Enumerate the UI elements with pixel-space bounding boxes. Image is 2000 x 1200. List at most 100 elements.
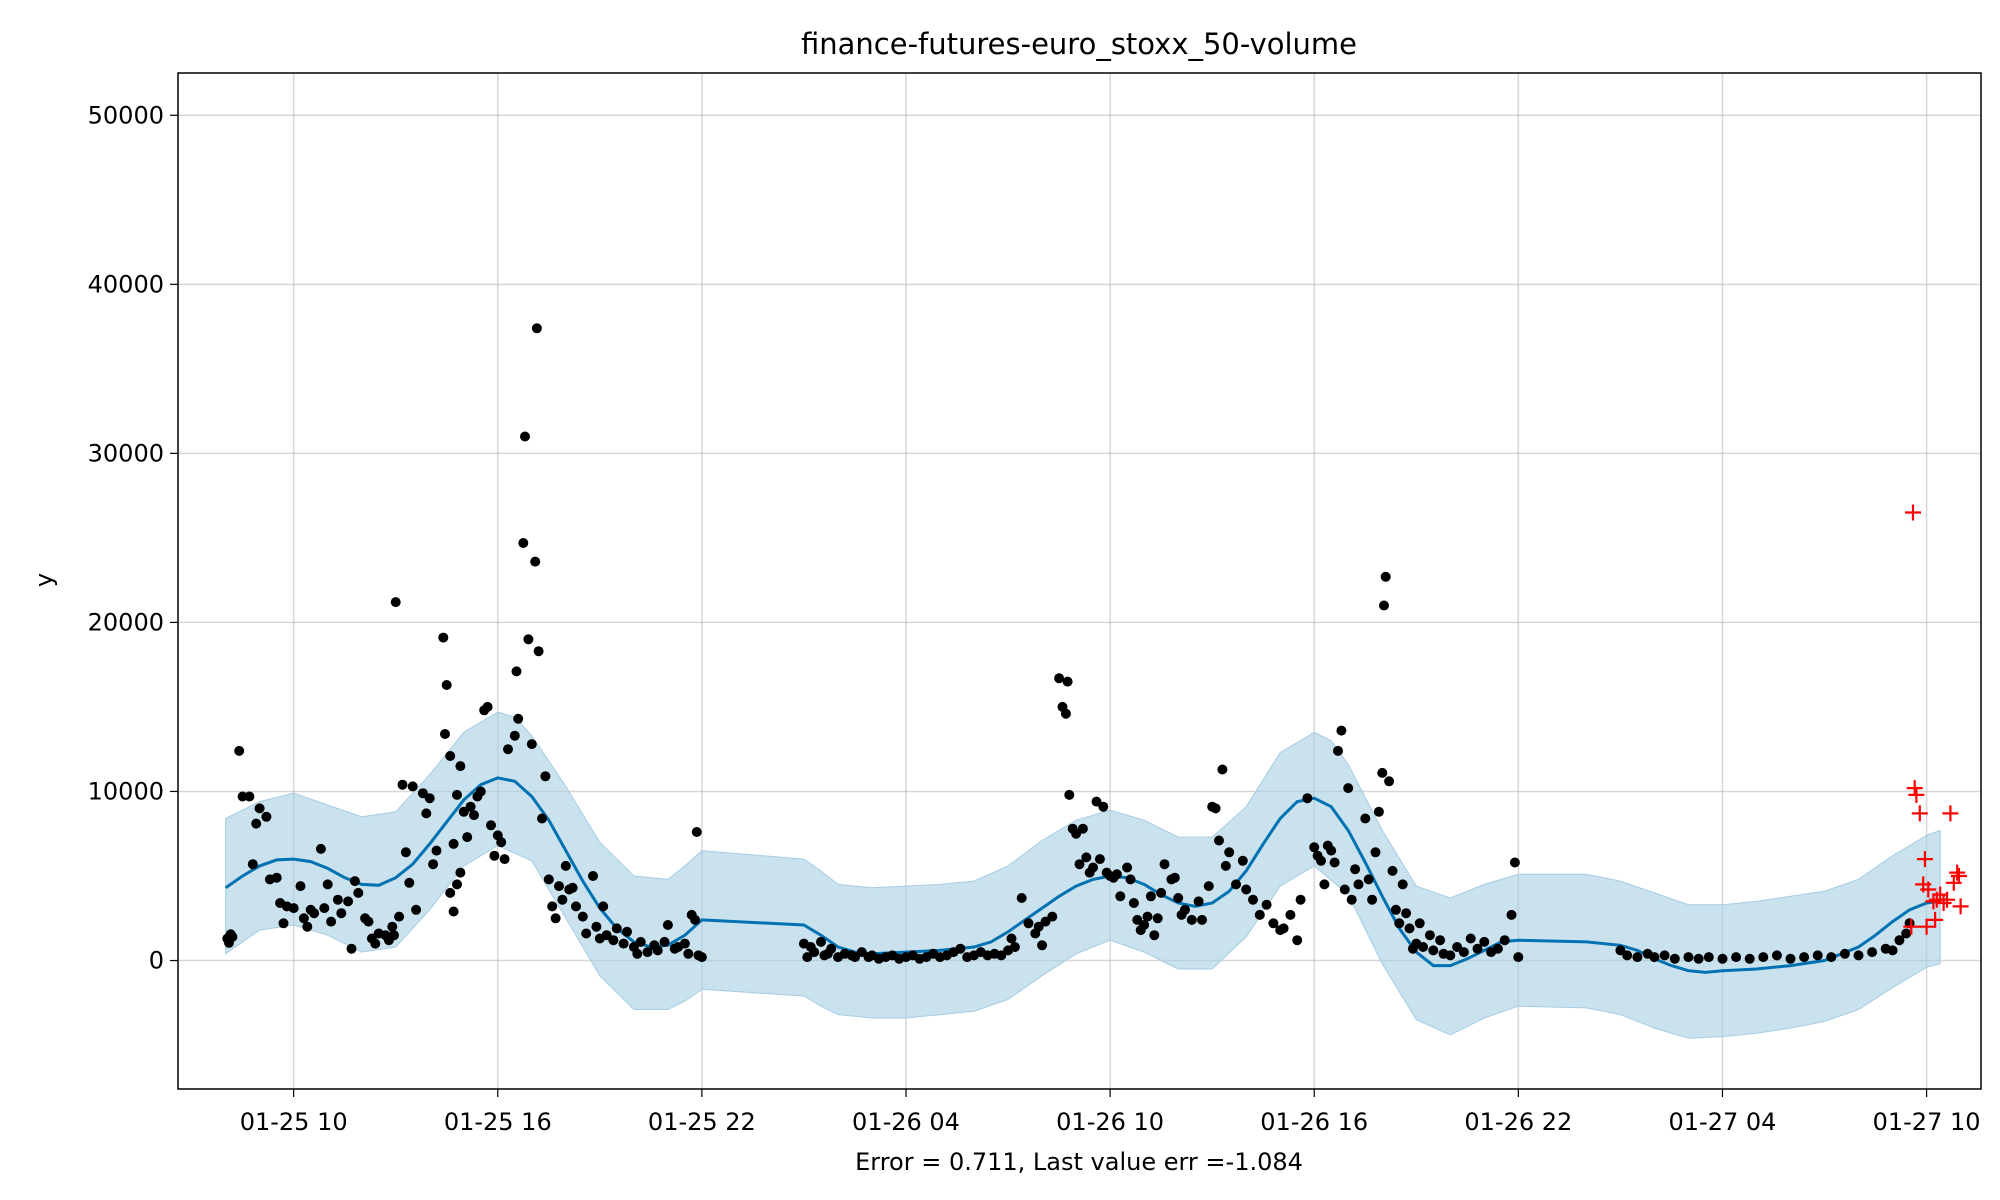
observed-point <box>1812 950 1823 961</box>
observed-point <box>1506 909 1517 920</box>
observed-point <box>1149 930 1160 941</box>
observed-point <box>1353 879 1364 890</box>
observed-point <box>511 666 522 677</box>
observed-point <box>428 859 439 870</box>
observed-point <box>349 876 360 887</box>
observed-point <box>1339 884 1350 895</box>
observed-point <box>1326 845 1337 856</box>
actual-future-point <box>1903 918 1920 935</box>
observed-point <box>271 872 282 883</box>
y-tick-label: 40000 <box>88 270 164 298</box>
observed-point <box>533 646 544 657</box>
observed-point <box>1261 899 1272 910</box>
observed-point <box>1193 896 1204 907</box>
observed-point <box>1142 911 1153 922</box>
x-tick-label: 01-25 10 <box>240 1108 348 1136</box>
observed-point <box>809 947 820 958</box>
observed-point <box>513 713 524 724</box>
observed-point <box>1285 909 1296 920</box>
observed-point <box>1173 893 1184 903</box>
observed-point <box>336 908 347 919</box>
observed-point <box>1214 835 1224 846</box>
observed-point <box>518 538 529 548</box>
observed-point <box>550 913 561 924</box>
observed-point <box>1220 860 1231 871</box>
observed-point <box>690 914 701 925</box>
observed-point <box>1377 767 1388 778</box>
observed-point <box>1384 776 1395 787</box>
observed-point <box>696 952 707 963</box>
observed-point <box>1098 801 1109 812</box>
observed-point <box>394 911 405 922</box>
observed-point <box>1380 571 1391 582</box>
observed-point <box>608 935 619 946</box>
actual-future-point <box>1952 898 1969 915</box>
observed-point <box>1659 950 1670 961</box>
observed-point <box>1060 708 1071 719</box>
observed-point <box>465 801 476 812</box>
observed-point <box>452 789 462 800</box>
observed-point <box>1152 913 1163 924</box>
observed-point <box>424 793 435 804</box>
observed-point <box>537 813 547 824</box>
observed-point <box>499 854 510 865</box>
observed-point <box>1367 894 1378 905</box>
observed-point <box>1346 894 1357 905</box>
observed-point <box>1731 952 1742 963</box>
observed-point <box>588 871 598 881</box>
observed-point <box>343 896 354 907</box>
observed-point <box>1418 942 1429 952</box>
observed-point <box>315 843 326 854</box>
observed-point <box>1237 855 1248 866</box>
observed-point <box>397 779 408 790</box>
observed-point <box>1360 813 1371 824</box>
observed-point <box>486 820 496 831</box>
observed-point <box>227 931 238 942</box>
observed-point <box>400 847 411 858</box>
observed-point <box>1217 764 1228 775</box>
observed-point <box>407 781 418 792</box>
observed-point <box>455 761 466 772</box>
observed-point <box>1758 952 1769 963</box>
observed-point <box>1771 950 1782 961</box>
actual-future-points-layer <box>1903 504 1969 935</box>
y-tick-label: 10000 <box>88 777 164 805</box>
observed-point <box>302 921 313 932</box>
observed-point <box>309 908 320 919</box>
observed-point <box>1180 904 1190 915</box>
observed-point <box>1703 952 1714 963</box>
observed-point <box>1363 874 1374 885</box>
y-tick-label: 30000 <box>88 439 164 467</box>
actual-future-point <box>1918 918 1935 935</box>
observed-point <box>679 938 690 949</box>
observed-point <box>955 943 966 954</box>
observed-point <box>431 845 442 856</box>
observed-point <box>1350 864 1361 875</box>
observed-point <box>659 936 670 947</box>
observed-point <box>1033 921 1044 932</box>
observed-point <box>1669 953 1680 964</box>
x-tick-label: 01-26 16 <box>1260 1108 1368 1136</box>
actual-future-point <box>1905 504 1921 521</box>
observed-point <box>1006 933 1017 944</box>
y-axis-ticks: 0 10000 20000 30000 40000 50000 <box>88 101 178 975</box>
observed-point <box>1210 803 1221 814</box>
x-tick-label: 01-27 04 <box>1669 1108 1777 1136</box>
observed-point <box>1224 847 1235 858</box>
observed-point <box>1370 847 1381 858</box>
observed-point <box>298 913 309 924</box>
observed-point <box>1509 857 1520 868</box>
actual-future-point <box>1949 864 1966 881</box>
observed-point <box>826 943 837 954</box>
observed-points-layer <box>222 323 1915 964</box>
observed-point <box>1037 940 1048 951</box>
observed-point <box>1064 789 1075 800</box>
observed-point <box>261 811 272 822</box>
observed-point <box>1839 948 1850 959</box>
observed-point <box>1319 879 1330 890</box>
actual-future-point <box>1942 805 1959 822</box>
observed-point <box>526 739 537 750</box>
y-tick-label: 0 <box>149 947 164 975</box>
observed-point <box>445 887 456 898</box>
observed-point <box>1397 879 1408 890</box>
